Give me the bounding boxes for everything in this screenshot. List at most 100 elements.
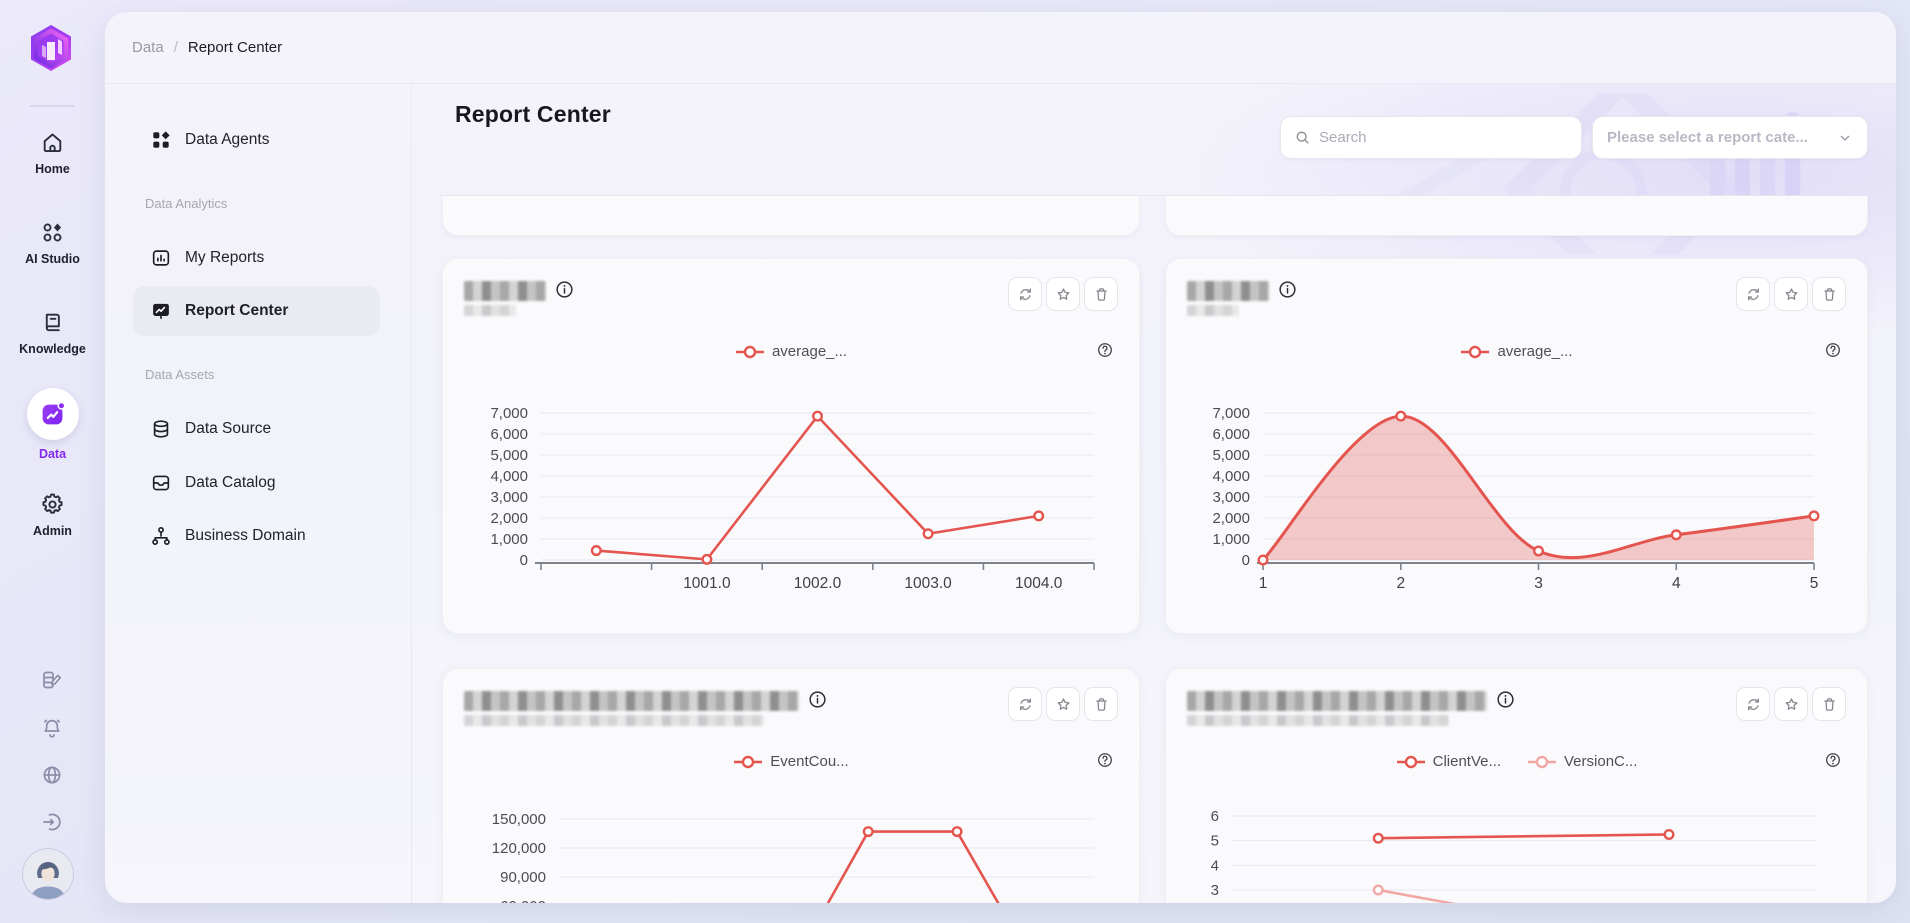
sidebar-item-my-reports[interactable]: My Reports xyxy=(133,233,380,283)
chart-canvas: 150,000 120,000 90,000 60,000 xyxy=(492,811,1094,903)
card-actions xyxy=(1008,687,1118,721)
legend-marker-icon xyxy=(1396,755,1425,768)
legend-item[interactable]: average_... xyxy=(735,343,847,360)
card-title-redacted xyxy=(464,691,799,711)
active-item-bubble xyxy=(26,388,79,440)
svg-text:150,000: 150,000 xyxy=(492,811,546,828)
content-area: Report Center Please select a report cat… xyxy=(412,84,1896,903)
legend-label: ClientVe... xyxy=(1432,753,1501,770)
svg-text:6,000: 6,000 xyxy=(1212,426,1250,443)
svg-text:90,000: 90,000 xyxy=(500,869,546,886)
help-icon[interactable] xyxy=(1824,341,1842,364)
chart-legend: EventCou... xyxy=(443,753,1139,770)
trash-button[interactable] xyxy=(1812,687,1846,721)
theme-icon[interactable] xyxy=(40,668,65,693)
bell-icon[interactable] xyxy=(40,716,65,741)
card-subtitle-redacted xyxy=(464,715,764,726)
help-icon[interactable] xyxy=(1824,751,1842,774)
data-catalog-icon xyxy=(152,475,170,491)
refresh-button[interactable] xyxy=(1736,277,1770,311)
refresh-button[interactable] xyxy=(1008,687,1042,721)
svg-text:7,000: 7,000 xyxy=(1212,405,1250,422)
star-button[interactable] xyxy=(1046,277,1080,311)
sidebar-item-data-catalog[interactable]: Data Catalog xyxy=(133,458,380,508)
card-subtitle-redacted xyxy=(464,305,516,316)
trash-button[interactable] xyxy=(1812,277,1846,311)
info-icon[interactable] xyxy=(1495,689,1516,715)
info-icon[interactable] xyxy=(554,279,575,305)
search-icon xyxy=(1296,131,1309,144)
business-domain-icon xyxy=(152,527,170,545)
card-title-redacted xyxy=(464,281,546,301)
my-reports-icon xyxy=(152,250,170,266)
svg-text:4,000: 4,000 xyxy=(490,468,528,485)
rail-item-home[interactable]: Home xyxy=(0,130,105,176)
breadcrumb-separator: / xyxy=(173,39,178,56)
svg-text:0: 0 xyxy=(520,552,528,569)
admin-icon xyxy=(42,493,63,514)
info-icon[interactable] xyxy=(1277,279,1298,305)
svg-text:6,000: 6,000 xyxy=(490,426,528,443)
chart-legend: average_... xyxy=(1166,343,1867,360)
trash-button[interactable] xyxy=(1084,277,1118,311)
legend-marker-icon xyxy=(734,755,763,768)
svg-text:5,000: 5,000 xyxy=(1212,447,1250,464)
star-button[interactable] xyxy=(1046,687,1080,721)
star-button[interactable] xyxy=(1774,687,1808,721)
refresh-button[interactable] xyxy=(1008,277,1042,311)
rail-item-admin[interactable]: Admin xyxy=(0,492,105,538)
legend-label: VersionC... xyxy=(1564,753,1638,770)
globe-icon[interactable] xyxy=(40,763,65,788)
rail-item-label: Data xyxy=(38,447,67,461)
search-input[interactable] xyxy=(1319,129,1568,146)
rail-item-label: AI Studio xyxy=(25,252,80,266)
svg-text:6: 6 xyxy=(1211,808,1219,825)
svg-text:1,000: 1,000 xyxy=(490,531,528,548)
trash-button[interactable] xyxy=(1084,687,1118,721)
logout-icon[interactable] xyxy=(40,810,65,835)
rail-item-ai-studio[interactable]: AI Studio xyxy=(0,220,105,266)
legend-label: average_... xyxy=(1497,343,1573,360)
svg-text:5: 5 xyxy=(1211,833,1219,850)
rail-item-label: Home xyxy=(35,162,70,176)
breadcrumb-current: Report Center xyxy=(187,39,283,56)
sidebar-item-data-agents[interactable]: Data Agents xyxy=(133,115,380,165)
chevron-down-icon xyxy=(1840,135,1850,141)
card-actions xyxy=(1736,687,1846,721)
rail-divider xyxy=(30,105,75,107)
sidebar-item-label: Business Domain xyxy=(185,527,306,544)
svg-text:2,000: 2,000 xyxy=(1212,510,1250,527)
home-icon xyxy=(43,133,62,152)
sidebar-item-data-source[interactable]: Data Source xyxy=(133,404,380,454)
svg-text:4: 4 xyxy=(1211,857,1219,874)
report-category-select[interactable]: Please select a report cate... xyxy=(1592,116,1868,159)
breadcrumb-parent[interactable]: Data xyxy=(132,39,164,56)
star-button[interactable] xyxy=(1774,277,1808,311)
svg-text:1002.0: 1002.0 xyxy=(794,575,842,592)
search-box xyxy=(1280,116,1582,159)
help-icon[interactable] xyxy=(1096,751,1114,774)
app-logo-icon[interactable] xyxy=(25,22,77,74)
sidebar-section-label: Data Analytics xyxy=(145,196,228,211)
sidebar-item-business-domain[interactable]: Business Domain xyxy=(133,511,380,561)
help-icon[interactable] xyxy=(1096,341,1114,364)
user-avatar[interactable] xyxy=(23,849,73,899)
rail-item-knowledge[interactable]: Knowledge xyxy=(0,310,105,356)
legend-item[interactable]: ClientVe... xyxy=(1396,753,1501,770)
info-icon[interactable] xyxy=(807,689,828,715)
knowledge-icon xyxy=(45,313,60,332)
sidebar-item-report-center[interactable]: Report Center xyxy=(133,286,380,336)
legend-marker-icon xyxy=(1461,345,1490,358)
refresh-button[interactable] xyxy=(1736,687,1770,721)
legend-item[interactable]: VersionC... xyxy=(1527,753,1637,770)
data-icon xyxy=(42,401,65,424)
sidebar-section-label: Data Assets xyxy=(145,367,215,382)
legend-item[interactable]: average_... xyxy=(1460,343,1573,360)
svg-text:3: 3 xyxy=(1534,575,1543,592)
ai-studio-icon xyxy=(43,223,62,242)
rail-item-data[interactable]: Data xyxy=(0,388,105,461)
legend-item[interactable]: EventCou... xyxy=(733,753,849,770)
card-title-redacted xyxy=(1187,281,1269,301)
svg-text:5: 5 xyxy=(1810,575,1819,592)
